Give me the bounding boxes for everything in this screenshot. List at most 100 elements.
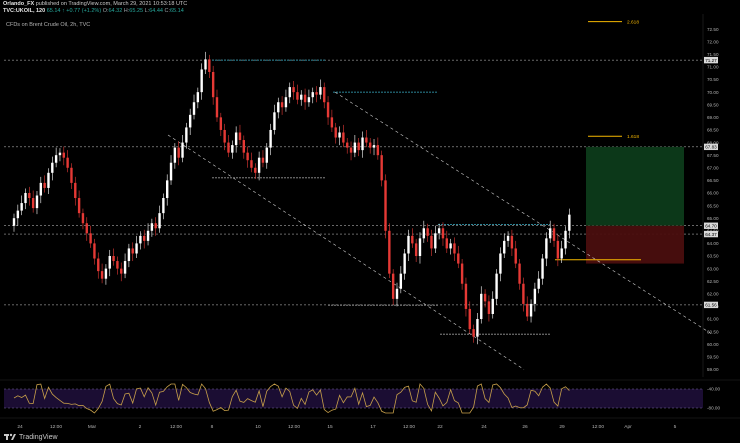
time-tick-label: 24 [17,424,23,430]
candle-body [457,253,460,264]
candle-body [51,162,54,173]
time-tick-label: 12:00 [170,424,182,430]
candle-body [66,157,69,168]
candle-body [380,155,383,181]
candle-body [487,301,491,314]
candle-body [510,235,514,249]
candle-body [250,160,253,168]
candle-body [97,258,100,272]
candle-body [430,235,433,249]
candle-body [146,230,150,241]
price-tick-label: 68.50 [707,128,719,133]
candle-body [326,102,330,118]
candle-body [499,253,502,274]
candle-body [47,172,50,188]
candle-body [35,195,39,209]
candle-body [81,213,85,224]
candle-body [31,198,35,209]
candle-body [556,240,560,259]
channel-lower-line [167,134,525,370]
fib-label: 2.618 [627,19,639,25]
candle-body [349,147,353,153]
candle-body [395,288,399,299]
price-tick-label: 67.50 [707,153,719,158]
candle-body [476,319,479,337]
candle-body [181,142,184,158]
time-tick-label: 26 [522,424,528,430]
candle-body [319,87,322,95]
candle-body [219,117,223,130]
candle-body [453,243,456,254]
candle-body [254,167,257,173]
channel-upper-line [334,91,713,335]
candle-body [568,214,571,231]
price-tick-label: 71.00 [707,65,719,70]
price-tick-label: 69.00 [707,115,719,120]
time-tick-label: 29 [559,424,565,430]
price-tick-label: 63.00 [707,266,719,271]
candles-group [12,51,571,345]
price-tick-label: 70.00 [707,90,719,95]
candle-body [384,180,387,231]
candle-body [62,152,65,158]
tradingview-logo-icon [4,433,16,440]
price-tick-label: 65.50 [707,203,719,208]
candle-body [365,137,368,143]
price-badge-label: 67.83 [705,145,717,150]
time-tick-label: 17 [370,424,376,430]
candle-body [257,157,261,173]
candle-body [20,203,23,211]
time-tick-label: 12:00 [288,424,300,430]
price-tick-label: 67.00 [707,165,719,170]
candle-body [296,92,299,100]
publish-info: Orlando_FX published on TradingView.com,… [3,1,188,7]
candle-body [139,235,142,244]
time-tick-label: 12:00 [592,424,604,430]
candle-body [411,235,414,244]
fib-label: 1.618 [627,134,639,140]
candle-body [196,92,200,103]
candle-body [280,102,284,108]
time-tick-label: 10 [255,424,261,430]
oscillator-level-label: -40.00 [707,387,720,392]
candle-body [273,112,276,130]
candle-body [480,293,483,320]
candle-body [338,132,341,138]
candle-body [43,182,46,188]
candle-body [112,256,115,262]
candle-body [361,137,364,151]
candle-body [234,132,238,146]
price-tick-label: 68.00 [707,140,719,145]
candle-body [426,228,429,236]
time-tick-label: 5 [674,424,677,430]
candle-body [564,230,567,249]
candle-body [503,240,506,254]
candle-body [211,71,215,98]
candle-body [261,157,265,163]
candle-body [16,210,20,219]
candle-body [12,218,16,226]
candle-body [414,243,418,256]
oscillator-band [4,389,703,408]
candle-body [441,228,445,239]
candle-body [464,283,468,309]
candle-body [533,288,537,304]
candle-body [422,228,426,239]
candle-body [549,228,552,239]
candle-body [529,303,533,317]
candle-body [483,293,487,302]
price-badge-label: 64.37 [705,232,717,237]
candle-body [277,102,280,113]
candle-body [177,147,180,158]
candle-body [388,230,391,274]
candle-body [89,233,92,244]
price-badge-label: 64.70 [705,223,717,228]
candle-body [334,127,337,138]
chart-legend: CFDs on Brent Crude Oil, 2h, TVC [6,22,91,28]
candle-body [418,238,422,256]
candle-body [437,228,441,234]
time-tick-label: 12:00 [403,424,415,430]
candle-body [541,258,544,279]
candle-body [491,298,494,314]
